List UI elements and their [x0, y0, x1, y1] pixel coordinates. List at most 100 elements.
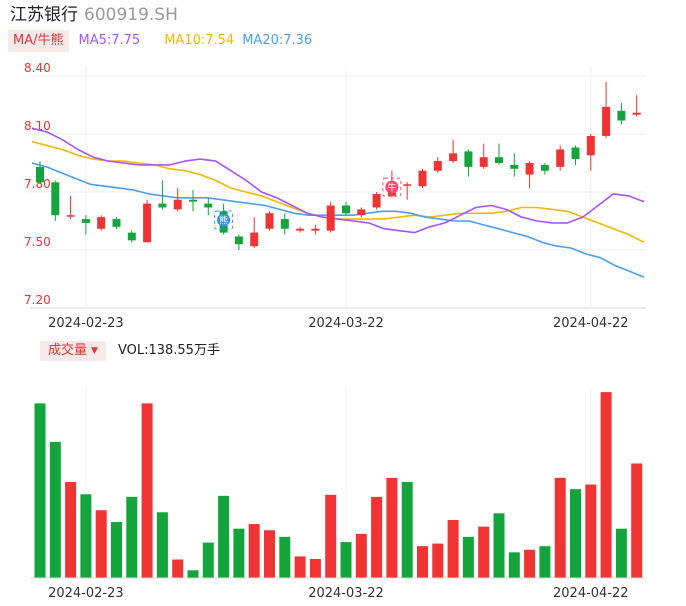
volume-bar: [279, 536, 291, 578]
candle-body: [617, 110, 626, 121]
candle-body: [433, 161, 442, 171]
candle: [449, 139, 458, 163]
price-x-tick-label: 2024-04-22: [553, 316, 629, 331]
candle-body: [296, 228, 305, 231]
candle: [204, 197, 213, 216]
candle-body: [51, 182, 60, 216]
candle: [495, 143, 503, 165]
candle: [556, 145, 565, 171]
candle-body: [540, 164, 549, 171]
candle-body: [495, 157, 503, 163]
caret-down-icon: ▼: [91, 346, 98, 356]
volume-bar: [95, 510, 107, 578]
ma5-legend-label: MA5:7.75: [78, 33, 141, 48]
candle-body: [265, 213, 274, 229]
candle: [296, 226, 305, 233]
volume-bar: [539, 546, 551, 578]
ma10-legend-label: MA10:7.54: [164, 33, 235, 48]
candle: [265, 211, 274, 231]
volume-selector-label: 成交量: [48, 343, 88, 358]
candle-body: [479, 157, 488, 167]
candle: [433, 157, 442, 173]
marker-frame: [382, 177, 402, 197]
candle: [479, 143, 488, 169]
candle: [342, 201, 350, 216]
candle-body: [403, 184, 412, 186]
candle-body: [127, 232, 136, 241]
candle-body: [418, 170, 427, 187]
candle: [357, 207, 366, 218]
volume-x-tick-label: 2024-02-23: [48, 586, 124, 601]
candle-body: [510, 164, 519, 169]
candle: [127, 230, 136, 243]
volume-selector-button[interactable]: 成交量 ▼: [40, 341, 106, 361]
volume-bar: [80, 494, 92, 578]
candle: [602, 81, 611, 138]
volume-bar: [508, 552, 520, 578]
volume-bar: [172, 559, 184, 578]
volume-bar: [401, 481, 413, 578]
candle: [510, 153, 519, 177]
marker-label: 熊: [219, 214, 228, 226]
candle-body: [632, 112, 641, 115]
candle: [632, 95, 641, 117]
candle: [372, 192, 381, 210]
volume-bar: [218, 495, 230, 578]
volume-bar: [585, 484, 597, 578]
ma-selector-button[interactable]: MA/牛熊: [8, 30, 69, 52]
candle: [280, 213, 289, 235]
volume-bar: [187, 570, 199, 578]
candle-body: [250, 232, 259, 247]
volume-bar: [325, 494, 337, 578]
volume-bar: [600, 392, 612, 578]
stock-header: 江苏银行 600919.SH: [10, 4, 178, 26]
price-tick-label: 7.50: [24, 235, 51, 249]
marker-dot: [217, 213, 231, 227]
candle: [189, 190, 197, 212]
price-tick-label: 7.80: [24, 177, 51, 191]
volume-bar: [478, 526, 490, 578]
volume-bar: [156, 512, 168, 578]
volume-bar: [65, 481, 77, 578]
volume-bar: [340, 542, 352, 578]
candle-body: [143, 203, 152, 243]
candle-body: [464, 151, 473, 167]
volume-bar: [309, 559, 321, 578]
candle-body: [234, 236, 243, 245]
volume-bar: [493, 513, 505, 578]
volume-x-tick-label: 2024-04-22: [553, 586, 629, 601]
volume-bar: [631, 463, 643, 578]
candle: [617, 103, 626, 125]
candle-body: [66, 215, 75, 217]
volume-x-tick-label: 2024-03-22: [308, 586, 384, 601]
ma5-line: [31, 127, 645, 234]
candle: [326, 201, 335, 233]
candle: [311, 224, 320, 235]
volume-bar: [141, 403, 153, 578]
stock-name: 江苏银行: [10, 5, 78, 25]
volume-bar: [355, 533, 367, 578]
candle: [143, 199, 152, 243]
volume-bar: [386, 477, 398, 578]
candle-body: [97, 217, 106, 229]
volume-bar: [554, 477, 566, 578]
marker-frame: [214, 210, 234, 230]
candle: [173, 188, 182, 212]
candle-body: [173, 199, 182, 210]
candle-body: [571, 147, 580, 160]
candle-body: [280, 219, 289, 229]
candle: [112, 217, 121, 229]
volume-bar: [447, 519, 459, 578]
marker-dot: [385, 180, 399, 194]
candle-body: [602, 106, 611, 136]
candle-body: [326, 205, 335, 231]
ma20-legend-label: MA20:7.36: [242, 33, 313, 48]
candle-body: [158, 203, 167, 208]
volume-legend: 成交量 ▼ VOL:138.55万手: [40, 341, 220, 361]
candle: [66, 195, 75, 220]
volume-value: VOL:138.55万手: [117, 343, 220, 358]
candle: [81, 215, 90, 235]
price-tick-label: 8.40: [24, 61, 51, 75]
volume-bar: [615, 528, 627, 578]
